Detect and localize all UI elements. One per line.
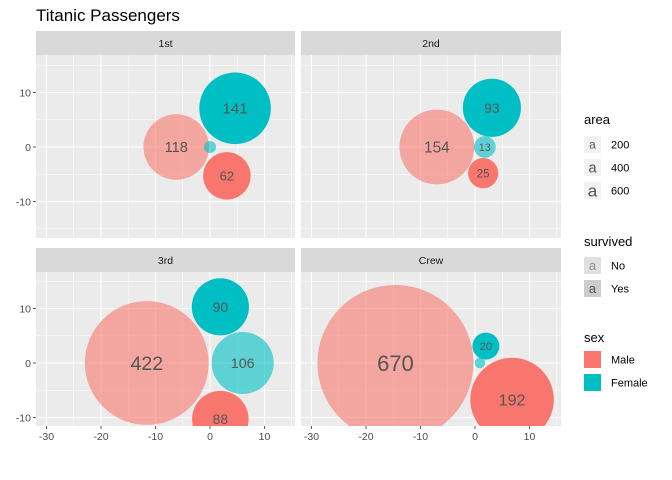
legend-survived-glyph: a (589, 258, 597, 273)
legend-survived-key (584, 257, 601, 274)
legend-area-glyph: a (589, 138, 596, 152)
bubble-label: 13 (479, 142, 491, 154)
legend-survived-label: Yes (611, 284, 629, 296)
y-tick-label: -10 (16, 197, 31, 209)
legend-sex-key-male (584, 351, 601, 368)
x-tick-label: -10 (148, 431, 163, 443)
facet-panel-crew: Crew 670 192 20 -30 -20 -10 0 10 (301, 248, 561, 443)
legend-sex-key-female (584, 374, 601, 391)
facet-strip (301, 31, 561, 55)
legend-area-label: 200 (611, 140, 629, 152)
bubble-label: 670 (377, 351, 414, 376)
legend-sex-title: sex (584, 330, 605, 345)
bubble-label: 154 (424, 140, 450, 157)
legend-area-label: 400 (611, 163, 629, 175)
bubble-male-yes (203, 152, 251, 200)
bubble-female-yes (462, 78, 521, 137)
bubble-female-yes (472, 332, 500, 360)
y-tick-label: 0 (25, 358, 31, 370)
bubble-female-no (211, 331, 274, 395)
bubble-male-yes (468, 158, 499, 189)
bubble-label: 25 (477, 168, 490, 180)
x-tick-label: -10 (413, 431, 428, 443)
bubble-female-no (203, 140, 217, 154)
legend-area-title: area (584, 112, 611, 127)
bubbles: 422 90 106 88 (84, 278, 274, 427)
legend-survived-label: No (611, 261, 625, 273)
bubble-male-no (143, 114, 209, 180)
bubble-female-yes (199, 72, 271, 145)
legend-survived-key (584, 280, 601, 297)
facet-panel-1st: 1st 141 118 62 10 0 -10 (16, 31, 295, 238)
bubble-male-no (399, 109, 475, 185)
facet-strip (36, 31, 295, 55)
bubble-label: 90 (213, 299, 229, 315)
y-tick-label: 0 (25, 142, 31, 154)
legend-sex-label: Female (611, 378, 648, 390)
facet-panels: 1st14111862100-102nd1549313253rd42290106… (16, 31, 561, 443)
bubble-label: 192 (499, 391, 526, 409)
y-tick-label: -10 (16, 413, 31, 425)
y-tick-label: 10 (19, 88, 31, 100)
legend-area-key (584, 136, 601, 153)
legend-area-glyph: a (588, 181, 598, 200)
x-tick-label: 0 (472, 431, 478, 443)
x-tick-label: 0 (207, 431, 213, 443)
facet-strip (36, 248, 295, 272)
facet-panel-2nd: 2nd 154 93 13 25 (301, 31, 561, 238)
bubble-label: 62 (220, 169, 234, 184)
legend-survived-glyph: a (589, 281, 597, 296)
bubble-male-no (84, 301, 209, 425)
legend-area-key (584, 182, 601, 199)
bubble-female-no (473, 136, 496, 158)
bubbles: 141 118 62 (143, 72, 271, 200)
bubble-male-yes (470, 357, 554, 426)
facet-strip (301, 248, 561, 272)
bubble-label: 106 (231, 356, 255, 372)
legend-survived-title: survived (584, 234, 632, 249)
x-tick-label: 10 (524, 431, 536, 443)
bubbles: 670 192 20 (317, 285, 554, 426)
bubble-label: 422 (130, 353, 163, 375)
bubbles: 154 93 13 25 (399, 78, 521, 189)
legend-area-glyph: a (588, 160, 597, 176)
bubble-label: 141 (222, 101, 247, 118)
legend-area-label: 600 (611, 186, 629, 198)
bubble-label: 93 (484, 100, 500, 116)
y-tick-label: 10 (19, 304, 31, 316)
facet-strip-label: 2nd (422, 38, 440, 50)
bubble-male-yes (192, 390, 249, 426)
x-tick-label: -30 (39, 431, 54, 443)
legend-area-key (584, 159, 601, 176)
x-tick-label: -20 (93, 431, 108, 443)
bubble-label: 88 (213, 412, 229, 427)
facet-strip-label: Crew (419, 255, 444, 267)
x-tick-label: -20 (358, 431, 373, 443)
facet-strip-label: 3rd (158, 255, 173, 267)
facet-strip-label: 1st (158, 38, 172, 50)
bubble-label: 20 (480, 341, 493, 353)
bubble-label: 118 (165, 140, 188, 156)
bubble-male-no (317, 285, 474, 426)
legends: area survived sex a 200 a 400 a 600 a No a Yes Mal… (584, 112, 648, 391)
facet-panel-3rd: 3rd 422 90 106 88 10 0 -10 -30 -20 -10 0 10 (16, 248, 295, 443)
bubble-female-yes (191, 278, 249, 336)
chart-title: Titanic Passengers (36, 6, 180, 25)
legend-sex-label: Male (611, 355, 635, 367)
bubble-female-no (474, 357, 486, 369)
x-tick-label: -30 (304, 431, 319, 443)
x-tick-label: 10 (259, 431, 271, 443)
